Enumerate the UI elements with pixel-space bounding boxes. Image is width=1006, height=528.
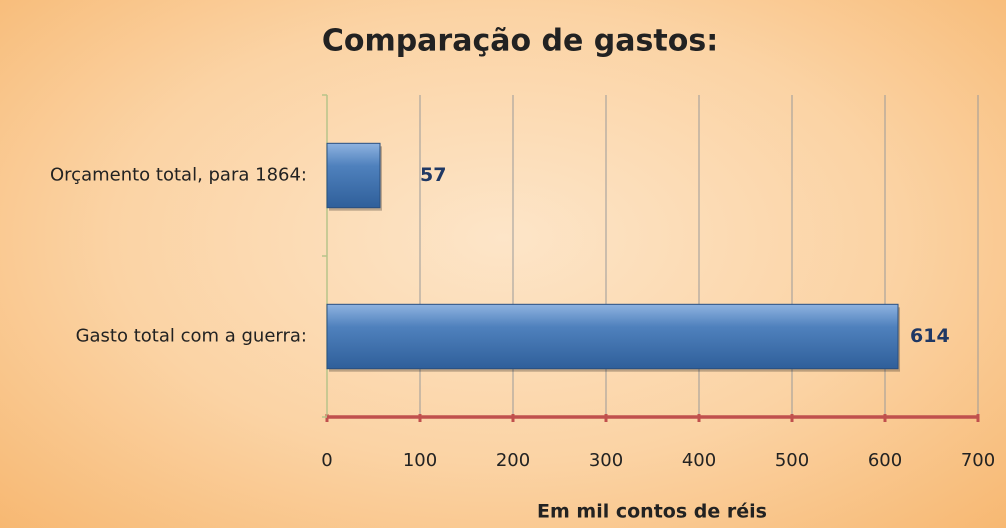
- x-tick-label: 300: [589, 450, 623, 471]
- data-label: 57: [420, 164, 446, 186]
- x-tick-label: 0: [321, 450, 332, 471]
- x-tick-label: 100: [403, 450, 437, 471]
- y-tick-label: Orçamento total, para 1864:: [50, 165, 307, 186]
- x-tick-label: 700: [961, 450, 995, 471]
- x-tick-label: 500: [775, 450, 809, 471]
- x-tick-label: 400: [682, 450, 716, 471]
- x-tick-label: 200: [496, 450, 530, 471]
- y-tick-label: Gasto total com a guerra:: [76, 326, 307, 347]
- bar: [326, 303, 899, 370]
- x-axis-label: Em mil contos de réis: [537, 501, 767, 523]
- chart-title: Comparação de gastos:: [322, 24, 718, 59]
- data-label: 614: [910, 325, 950, 347]
- bar: [326, 142, 381, 209]
- x-tick-label: 600: [868, 450, 902, 471]
